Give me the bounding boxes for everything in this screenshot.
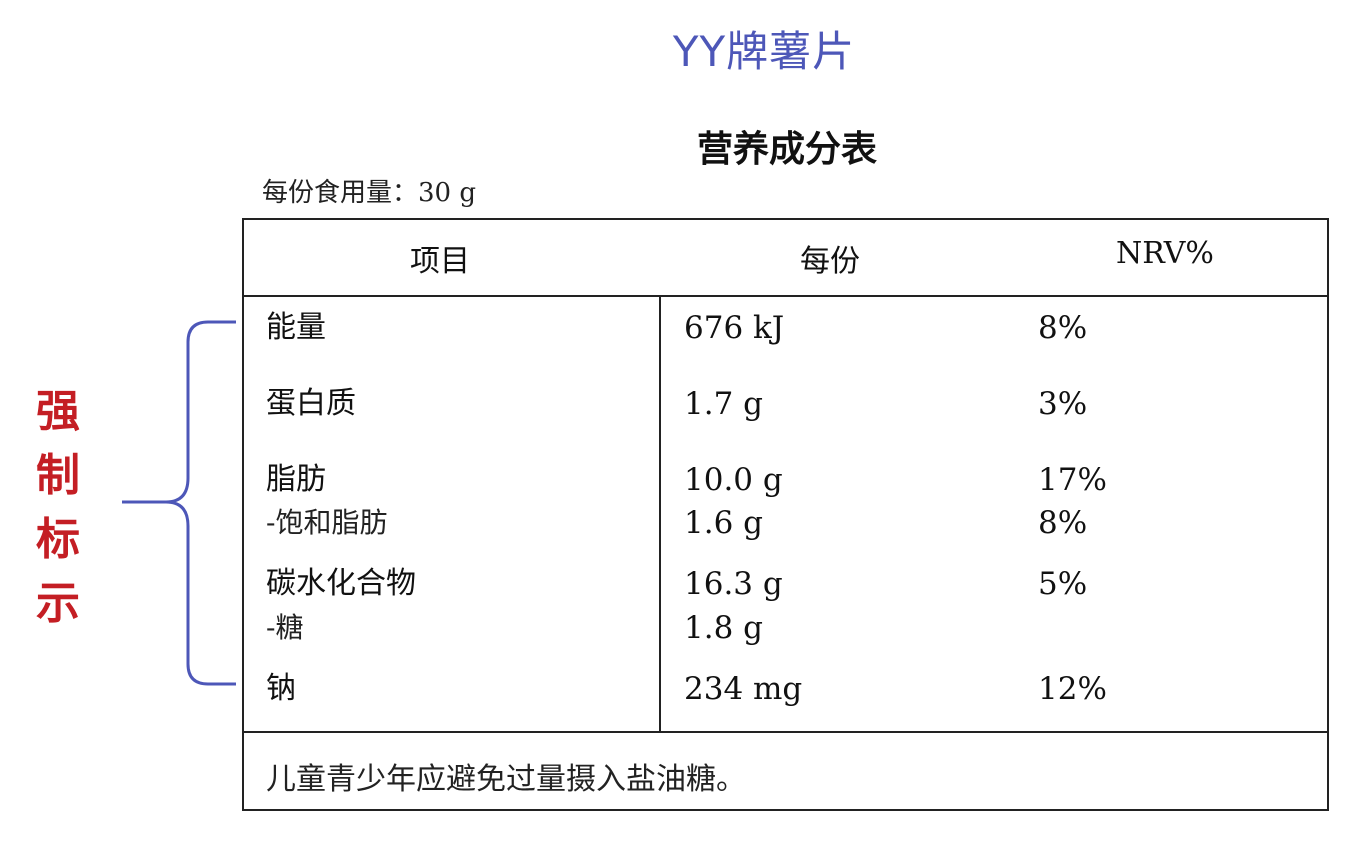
nutrient-name: 能量 <box>266 310 326 345</box>
header-nrv: NRV% <box>1116 236 1214 271</box>
nutrient-nrv: 5% <box>1038 566 1088 602</box>
serving-size: 每份食用量：30 g <box>262 178 476 208</box>
nutrient-nrv: 8% <box>1038 310 1088 346</box>
nutrient-value: 16.3 g <box>684 566 783 602</box>
nutrient-value: 1.6 g <box>684 505 763 541</box>
table-title: 营养成分表 <box>696 129 877 170</box>
nutrient-value: 676 kJ <box>684 310 785 346</box>
nutrient-name: 脂肪 <box>266 462 326 497</box>
curly-brace-icon <box>122 320 236 686</box>
mandatory-char: 强 <box>36 386 80 437</box>
header-item: 项目 <box>410 244 470 279</box>
nutrient-name: -糖 <box>266 611 304 644</box>
nutrient-name: 蛋白质 <box>266 386 356 421</box>
nutrient-nrv: 17% <box>1038 462 1107 498</box>
nutrient-value: 234 mg <box>684 671 803 707</box>
nutrient-name: 钠 <box>266 671 296 706</box>
brand-title: YY牌薯片 <box>672 27 856 76</box>
column-divider <box>659 297 661 731</box>
nutrient-value: 10.0 g <box>684 462 783 498</box>
mandatory-char: 示 <box>36 578 80 629</box>
mandatory-char: 标 <box>36 514 80 565</box>
header-divider <box>244 295 1327 297</box>
footer-note: 儿童青少年应避免过量摄入盐油糖。 <box>266 762 746 797</box>
nutrient-value: 1.7 g <box>684 386 763 422</box>
nutrient-name: 碳水化合物 <box>266 566 416 601</box>
mandatory-char: 制 <box>36 450 80 501</box>
footer-divider <box>244 731 1327 733</box>
nutrient-nrv: 12% <box>1038 671 1107 707</box>
nutrient-nrv: 8% <box>1038 505 1088 541</box>
header-per-serving: 每份 <box>800 244 860 279</box>
nutrient-nrv: 3% <box>1038 386 1088 422</box>
nutrient-value: 1.8 g <box>684 610 763 646</box>
nutrition-facts-table: 项目 每份 NRV% 能量 676 kJ 8% 蛋白质 1.7 g 3% 脂肪 … <box>242 218 1329 811</box>
nutrient-name: -饱和脂肪 <box>266 506 388 539</box>
mandatory-label: 强 制 标 示 <box>28 380 88 636</box>
